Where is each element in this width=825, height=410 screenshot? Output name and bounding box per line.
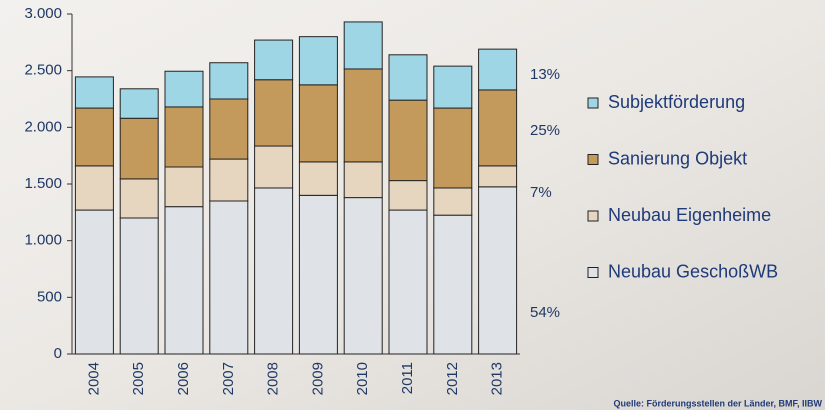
bar-segment (298, 84, 338, 163)
bar-segment (433, 187, 473, 216)
bar-segment (74, 165, 114, 211)
bar-segment (119, 88, 159, 119)
y-tick-label: 2.000 (24, 118, 62, 135)
share-label: 54% (530, 304, 560, 321)
x-tick-label: 2004 (85, 362, 102, 395)
legend-label: Neubau Eigenheime (608, 205, 771, 225)
y-tick-label: 500 (37, 288, 62, 305)
bar-segment (388, 54, 428, 101)
bar-segment (74, 107, 114, 167)
share-label: 13% (530, 66, 560, 83)
source-note: Quelle: Förderungsstellen der Länder, BM… (613, 398, 822, 408)
bar-segment (119, 217, 159, 355)
bar-segment (343, 68, 383, 163)
x-tick-label: 2007 (220, 362, 237, 395)
x-tick-label: 2006 (175, 362, 192, 395)
bar-segment (343, 197, 383, 355)
x-tick-label: 2011 (399, 362, 416, 394)
share-label: 25% (530, 122, 560, 139)
x-tick-label: 2012 (444, 362, 461, 395)
y-tick-label: 2.500 (24, 62, 62, 79)
bar-segment (254, 145, 294, 189)
legend-swatch (587, 154, 599, 165)
bar-segment (388, 209, 428, 355)
bar-segment (74, 76, 114, 109)
legend-label: Neubau GeschoßWB (608, 261, 778, 281)
bar-segment (433, 65, 473, 109)
bar-segment (388, 99, 428, 182)
x-tick-label: 2008 (265, 362, 282, 395)
y-tick-label: 0 (54, 345, 62, 362)
bar-segment (298, 161, 338, 196)
bar-segment (433, 107, 473, 189)
bar-segment (209, 98, 249, 160)
bar-segment (478, 48, 518, 91)
x-tick-label: 2009 (309, 362, 326, 395)
x-tick-label: 2013 (489, 362, 506, 395)
bar-segment (343, 21, 383, 70)
bar-segment (119, 117, 159, 180)
bar-segment (164, 166, 204, 208)
x-tick-label: 2005 (130, 362, 147, 395)
share-label: 7% (530, 184, 552, 201)
y-tick-label: 1.500 (24, 175, 62, 192)
bar-segment (343, 161, 383, 199)
bar-segment (433, 214, 473, 355)
legend-swatch (587, 267, 599, 278)
bar-segment (209, 158, 249, 202)
bar-segment (478, 89, 518, 167)
bar-segment (254, 39, 294, 81)
bar-segment (298, 36, 338, 86)
y-tick-label: 3.000 (24, 5, 62, 22)
bar-segment (478, 165, 518, 188)
bar-segment (164, 106, 204, 168)
legend-swatch (587, 210, 599, 222)
bar-segment (209, 62, 249, 100)
bar-segment (298, 194, 338, 355)
bar-segment (209, 200, 249, 355)
bar-segment (119, 178, 159, 219)
x-tick-label: 2010 (354, 362, 371, 395)
bar-segment (164, 206, 204, 355)
bar-segment (478, 186, 518, 355)
legend-label: Sanierung Objekt (608, 148, 747, 168)
legend-label: Subjektförderung (608, 92, 745, 112)
bar-segment (164, 70, 204, 108)
legend-swatch (587, 97, 599, 109)
bar-segment (388, 180, 428, 211)
bar-segment (74, 209, 114, 355)
bar-segment (254, 187, 294, 355)
bar-segment (254, 79, 294, 147)
y-tick-label: 1.000 (24, 232, 62, 249)
